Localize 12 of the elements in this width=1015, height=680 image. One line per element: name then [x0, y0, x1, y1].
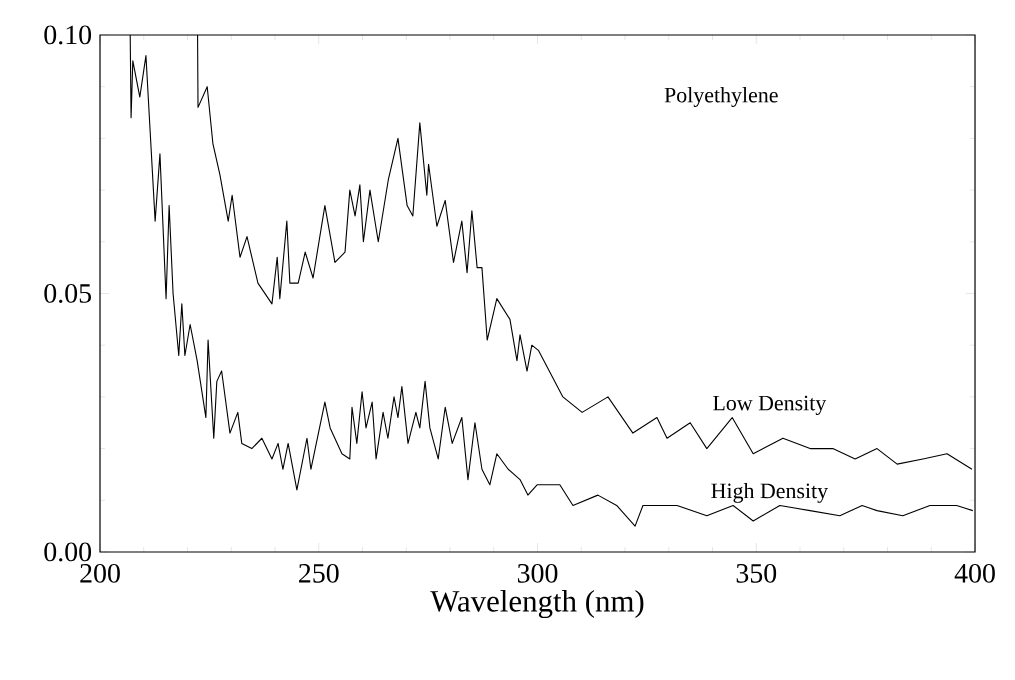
annotation: Polyethylene: [664, 87, 778, 107]
x-axis-title: Wavelength (nm): [430, 589, 644, 619]
x-tick-label: 200: [80, 563, 120, 583]
x-tick-label: 400: [954, 563, 995, 583]
series-label: High Density: [711, 482, 829, 503]
x-tick-label: 350: [736, 563, 777, 583]
x-tick-label: 250: [299, 563, 339, 583]
series-label: Low Density: [713, 395, 827, 415]
y-tick-label: 0.00: [44, 542, 92, 562]
x-tick-label: 300: [517, 563, 558, 583]
y-tick-label: 0.05: [44, 284, 91, 303]
y-tick-label: 0.10: [44, 25, 92, 45]
